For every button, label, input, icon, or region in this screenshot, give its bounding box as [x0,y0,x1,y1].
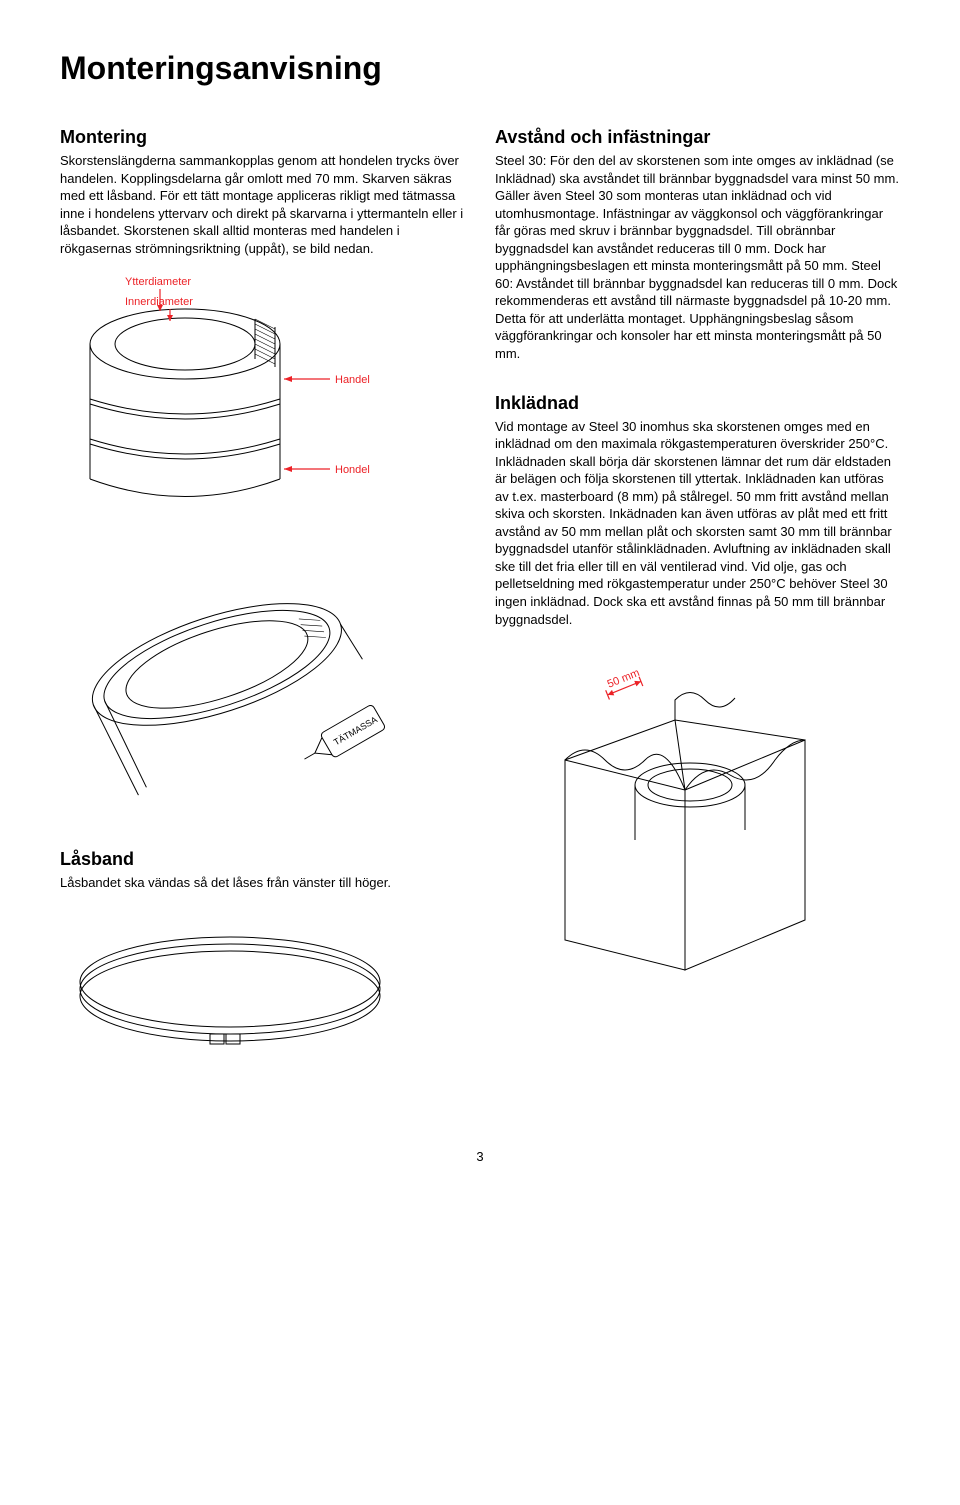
inkladnad-heading: Inklädnad [495,393,900,414]
avstand-body: Steel 30: För den del av skorstenen som … [495,152,900,363]
montering-section: Montering Skorstenslängderna sammankoppl… [60,127,465,819]
left-column: Montering Skorstenslängderna sammankoppl… [60,127,465,1119]
page-number: 3 [60,1149,900,1164]
tatmassa-label: TÄTMASSA [332,715,379,748]
enclosure-diagram: 50 mm [495,640,900,985]
content-columns: Montering Skorstenslängderna sammankoppl… [60,127,900,1119]
ytterdiameter-label: Ytterdiameter [125,276,191,288]
inkladnad-body: Vid montage av Steel 30 inomhus ska skor… [495,418,900,629]
lasband-heading: Låsband [60,849,465,870]
lasband-body: Låsbandet ska vändas så det låses från v… [60,874,465,892]
pipe-cutaway-diagram: Ytterdiameter Innerdiameter Handel Honde… [60,269,465,534]
page-title: Monteringsanvisning [60,50,900,87]
distance-50mm-label: 50 mm [606,667,642,691]
sealant-diagram: TÄTMASSA [60,554,465,819]
avstand-heading: Avstånd och infästningar [495,127,900,148]
montering-heading: Montering [60,127,465,148]
handel-label: Handel [335,374,370,386]
right-column: Avstånd och infästningar Steel 30: För d… [495,127,900,1119]
montering-body: Skorstenslängderna sammankopplas genom a… [60,152,465,257]
avstand-section: Avstånd och infästningar Steel 30: För d… [495,127,900,363]
innerdiameter-label: Innerdiameter [125,296,193,308]
inkladnad-section: Inklädnad Vid montage av Steel 30 inomhu… [495,393,900,986]
lockband-diagram [60,904,465,1089]
hondel-label: Hondel [335,464,370,476]
lasband-section: Låsband Låsbandet ska vändas så det låse… [60,849,465,1089]
